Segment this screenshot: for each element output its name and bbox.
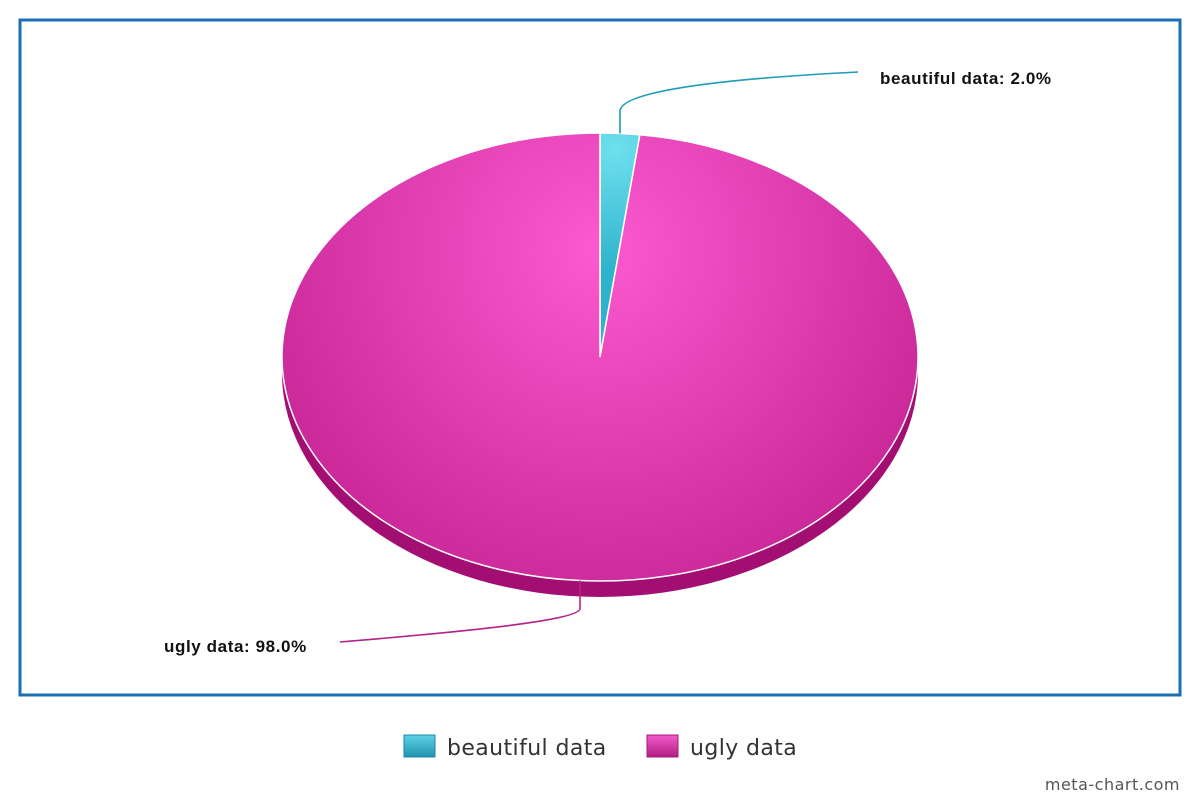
legend-label-ugly-data[interactable]: ugly data [690,736,797,761]
legend-swatch-beautiful-data[interactable] [403,734,436,758]
data-label-beautiful-data: beautiful data: 2.0% [880,69,1052,88]
data-label-ugly-data: ugly data: 98.0% [164,637,307,656]
legend-swatch-ugly-data[interactable] [646,734,679,758]
legend-label-beautiful-data[interactable]: beautiful data [447,736,607,761]
pie-slice-ugly-data[interactable] [281,132,919,582]
watermark: meta-chart.com [1045,775,1180,794]
leader-line-ugly-data [339,580,581,643]
legend: beautiful data ugly data [403,734,797,761]
leader-line-beautiful-data [619,71,859,134]
